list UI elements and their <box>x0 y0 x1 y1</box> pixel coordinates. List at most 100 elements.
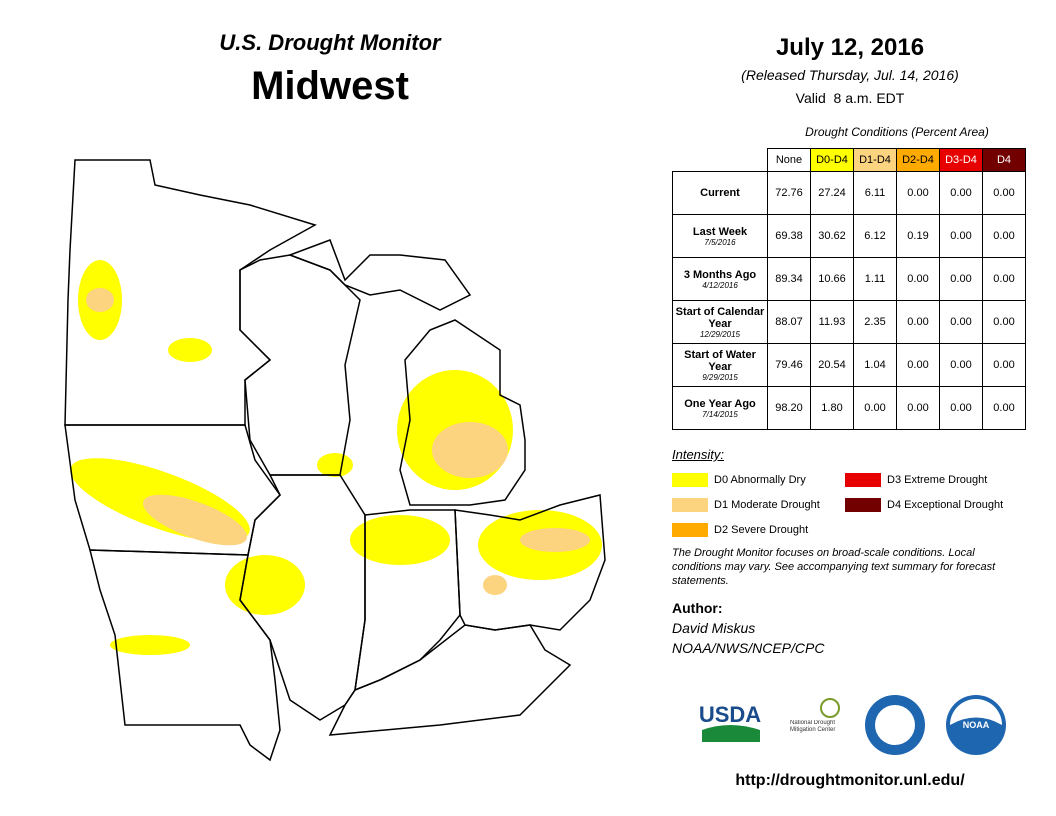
table-row: Start of Water Year 9/29/2015 79.46 20.54 1.… <box>672 343 1026 387</box>
ndmc-wrap: National Drought Mitigation Center <box>790 720 835 733</box>
missouri <box>90 550 280 760</box>
url[interactable]: http://droughtmonitor.unl.edu/ <box>735 772 965 789</box>
row-name: One Year Ago <box>684 397 756 410</box>
date: July 12, 2016 <box>775 34 925 61</box>
released: (Released Thursday, Jul. 14, 2016) <box>741 67 959 83</box>
row-date: 7/5/2016 <box>704 237 736 247</box>
commerce-inner <box>875 705 915 745</box>
row-name: Current <box>700 187 740 199</box>
legend-item: D0 Abnormally Dry <box>672 473 806 487</box>
legend-label: D1 Moderate Drought <box>714 499 820 511</box>
column-header: None <box>767 148 811 172</box>
table-row: 3 Months Ago 4/12/2016 89.34 10.66 1.11 0.00 0… <box>672 257 1026 301</box>
cell: 0.00 <box>896 257 940 301</box>
cell: 72.76 <box>767 171 811 215</box>
legend-swatch <box>845 498 881 512</box>
cell: 0.00 <box>982 300 1026 344</box>
cell: 0.00 <box>939 386 983 430</box>
d0-area <box>110 635 190 655</box>
legend-swatch <box>672 498 708 512</box>
row-name: 3 Months Ago <box>683 268 757 281</box>
corner <box>673 149 768 172</box>
table-row: One Year Ago 7/14/2015 98.20 1.80 0.00 0.00 0.… <box>672 386 1026 430</box>
cell: 0.00 <box>982 386 1026 430</box>
noaa-logo: NOAA <box>963 720 990 730</box>
valid: Valid 8 a.m. EDT <box>795 90 905 106</box>
cell: 20.54 <box>810 343 854 387</box>
row-name: Start of Calendar Year <box>675 305 765 330</box>
d1-area <box>86 288 114 312</box>
table-row: Start of Calendar Year 12/29/2015 88.07 11.… <box>672 300 1026 344</box>
legend-item: D3 Extreme Drought <box>845 473 987 487</box>
row-label: Current <box>672 171 768 215</box>
legend-item: D2 Severe Drought <box>672 523 808 537</box>
legend-label: D4 Exceptional Drought <box>887 499 1004 511</box>
d0-area <box>225 555 305 615</box>
d0-area <box>168 338 212 362</box>
michigan-upper <box>290 240 470 310</box>
row-name: Last Week <box>692 225 748 238</box>
cell: 1.80 <box>810 386 854 430</box>
table-caption: Drought Conditions (Percent Area) <box>805 125 989 139</box>
cell: 0.00 <box>853 386 897 430</box>
cell: 69.38 <box>767 214 811 258</box>
author-heading: Author: <box>672 600 723 616</box>
region-title: Midwest <box>251 64 409 108</box>
header-row: None D0-D4 D1-D4 D2-D4 D3-D4 D4 <box>673 148 1026 172</box>
row-date: 9/29/2015 <box>702 372 738 382</box>
minnesota <box>65 160 315 425</box>
column-header: D1-D4 <box>853 148 897 172</box>
cell: 88.07 <box>767 300 811 344</box>
row-date: 4/12/2016 <box>702 280 738 290</box>
d1-area <box>520 528 590 552</box>
column-header: D3-D4 <box>939 148 983 172</box>
d1-area <box>483 575 507 595</box>
cell: 0.00 <box>939 257 983 301</box>
table-row: Last Week 7/5/2016 69.38 30.62 6.12 0.19 0.00 0… <box>672 214 1026 258</box>
row-date: 7/14/2015 <box>702 409 738 419</box>
program-title: U.S. Drought Monitor <box>219 30 441 55</box>
d1-area <box>432 422 508 478</box>
logos: USDA National Drought Mitigation Center … <box>699 695 1006 755</box>
cell: 0.00 <box>939 300 983 344</box>
cell: 0.00 <box>982 343 1026 387</box>
row-name: Start of Water Year <box>684 348 756 373</box>
cell: 0.00 <box>982 171 1026 215</box>
d0-area <box>350 515 450 565</box>
table-row: Current 72.76 27.24 6.11 0.00 0.00 0.00 <box>672 171 1026 215</box>
cell: 11.93 <box>810 300 854 344</box>
illinois <box>240 475 365 720</box>
row-label: Start of Water Year 9/29/2015 <box>672 343 768 387</box>
usda-logo: USDA <box>699 702 761 727</box>
cell: 0.00 <box>939 343 983 387</box>
cell: 0.00 <box>982 214 1026 258</box>
kentucky <box>330 625 570 735</box>
cell: 30.62 <box>810 214 854 258</box>
legend-title: Intensity: <box>672 447 725 462</box>
cell: 0.00 <box>896 386 940 430</box>
column-header: D0-D4 <box>810 148 854 172</box>
legend-item: D1 Moderate Drought <box>672 498 820 512</box>
legend-label: D2 Severe Drought <box>714 524 809 536</box>
cell: 0.00 <box>896 343 940 387</box>
cell: 1.11 <box>853 257 897 301</box>
d1-area <box>142 494 248 546</box>
row-label: Last Week 7/5/2016 <box>672 214 768 258</box>
cell: 6.11 <box>853 171 897 215</box>
row-label: One Year Ago 7/14/2015 <box>672 386 768 430</box>
cell: 1.04 <box>853 343 897 387</box>
legend-swatch <box>845 473 881 487</box>
note: The Drought Monitor focuses on broad-sca… <box>672 547 996 587</box>
cell: 6.12 <box>853 214 897 258</box>
legend-swatch <box>672 473 708 487</box>
cell: 27.24 <box>810 171 854 215</box>
row-date: 12/29/2015 <box>699 329 741 339</box>
cell: 10.66 <box>810 257 854 301</box>
cell: 0.00 <box>939 214 983 258</box>
wisconsin <box>240 255 360 475</box>
noaa-gull <box>950 699 1002 725</box>
ndmc-tree <box>820 698 840 718</box>
column-header: D4 <box>982 148 1026 172</box>
cell: 79.46 <box>767 343 811 387</box>
